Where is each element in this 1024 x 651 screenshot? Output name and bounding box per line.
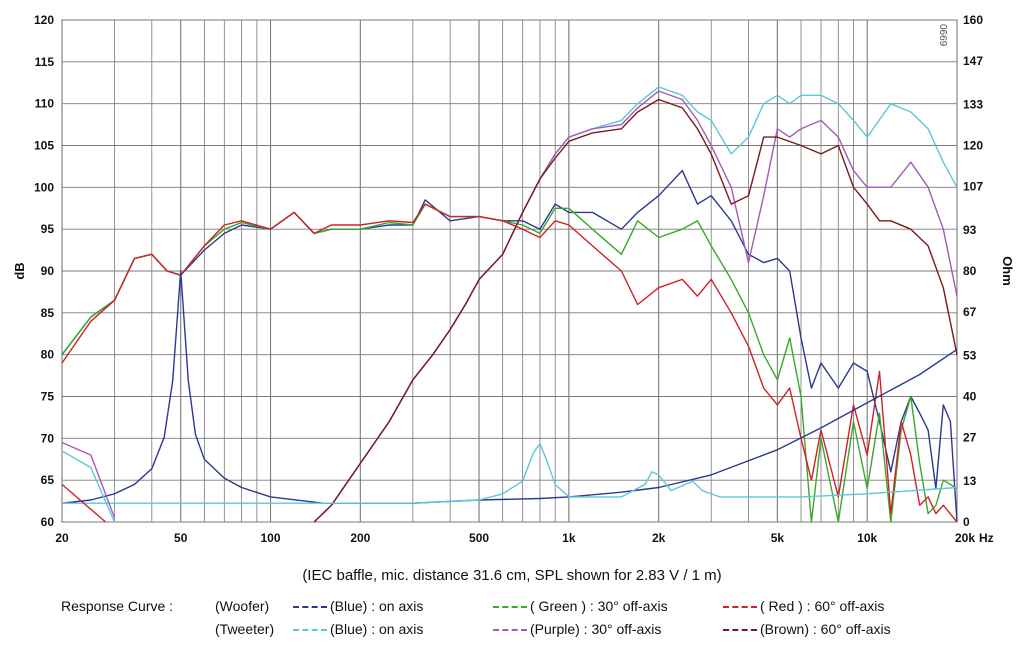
- y-tick-right-label: 120: [963, 139, 983, 153]
- x-tick-label: 10k: [857, 531, 877, 545]
- series-woofer-low-frequency-3: [61, 450, 116, 523]
- legend-tweeter-purple: (Purple) : 30° off-axis: [493, 621, 661, 637]
- series-woofer-low-frequency-2: [61, 441, 116, 519]
- y-tick-left-label: 75: [41, 390, 55, 404]
- y-tick-left-label: 120: [34, 13, 54, 27]
- y-tick-right-label: 147: [963, 54, 983, 68]
- y-axis-left-title: dB: [12, 262, 27, 279]
- y-tick-right-label: 80: [963, 264, 977, 278]
- x-tick-label: 1k: [562, 531, 576, 545]
- chart-curves: [61, 86, 958, 523]
- x-tick-label: 20k: [955, 531, 975, 545]
- x-tick-label: 20: [55, 531, 69, 545]
- x-tick-label: 50: [174, 531, 188, 545]
- y-tick-left-label: 110: [35, 97, 55, 111]
- y-tick-left-label: 95: [41, 222, 55, 236]
- y-tick-right-label: 0: [963, 515, 970, 529]
- y-tick-left-label: 85: [41, 306, 55, 320]
- legend-woofer-green: ( Green ) : 30° off-axis: [493, 598, 668, 614]
- legend-tweeter-blue: (Blue) : on axis: [293, 621, 423, 637]
- y-tick-left-label: 90: [41, 264, 55, 278]
- legend-woofer-red: ( Red ) : 60° off-axis: [723, 598, 884, 614]
- y-tick-left-label: 65: [41, 473, 55, 487]
- series-woofer-60-off-axis: [61, 203, 958, 523]
- x-tick-label: 100: [261, 531, 281, 545]
- y-tick-left-label: 80: [41, 348, 55, 362]
- series-woofer-low-frequency-off-chart-: [61, 483, 107, 523]
- legend-woofer-blue: (Blue) : on axis: [293, 598, 423, 614]
- y-tick-right-label: 40: [963, 390, 977, 404]
- y-tick-right-label: 53: [963, 349, 977, 363]
- legend-tweeter-label: (Tweeter): [215, 621, 275, 637]
- series-woofer-30-off-axis: [61, 203, 958, 523]
- y-tick-right-label: 107: [963, 179, 983, 193]
- y-tick-right-label: 13: [963, 474, 977, 488]
- chart-axes: 60 65 70 75 80 85 90 95 100 105 110 115 120 0 13 27 40 53…: [12, 13, 1015, 545]
- frequency-response-chart: 60 65 70 75 80 85 90 95 100 105 110 115 120 0 13 27 40 53…: [12, 13, 1015, 545]
- x-tick-label: 200: [350, 531, 370, 545]
- y-tick-left-label: 60: [41, 515, 55, 529]
- chart-grid: [61, 19, 958, 523]
- y-axis-right-title: Ohm: [1000, 256, 1015, 286]
- y-tick-left-label: 115: [35, 55, 55, 69]
- x-tick-label: 2k: [652, 531, 666, 545]
- x-tick-label: 500: [469, 531, 489, 545]
- series-tweeter-60-off-axis: [313, 98, 958, 523]
- y-tick-right-label: 133: [963, 98, 983, 112]
- y-tick-left-label: 100: [34, 180, 54, 194]
- y-tick-left-label: 105: [34, 139, 54, 153]
- y-tick-right-label: 93: [963, 223, 977, 237]
- legend-woofer-label: (Woofer): [215, 598, 270, 614]
- y-tick-left-label: 70: [41, 431, 55, 445]
- legend-caption: Response Curve :: [61, 598, 174, 614]
- series-tweeter-impedance: [62, 442, 958, 504]
- y-tick-right-label: 160: [963, 13, 983, 27]
- series-woofer-impedance: [61, 270, 958, 504]
- series-woofer-on-axis: [61, 169, 958, 523]
- chart-subtitle: (IEC baffle, mic. distance 31.6 cm, SPL …: [302, 567, 722, 584]
- y-tick-right-label: 27: [963, 430, 977, 444]
- x-tick-label: 5k: [771, 531, 785, 545]
- legend-tweeter-brown: (Brown) : 60° off-axis: [723, 621, 891, 637]
- x-unit-label: Hz: [979, 531, 994, 545]
- corner-tag: 0669: [937, 24, 948, 47]
- y-tick-right-label: 67: [963, 305, 977, 319]
